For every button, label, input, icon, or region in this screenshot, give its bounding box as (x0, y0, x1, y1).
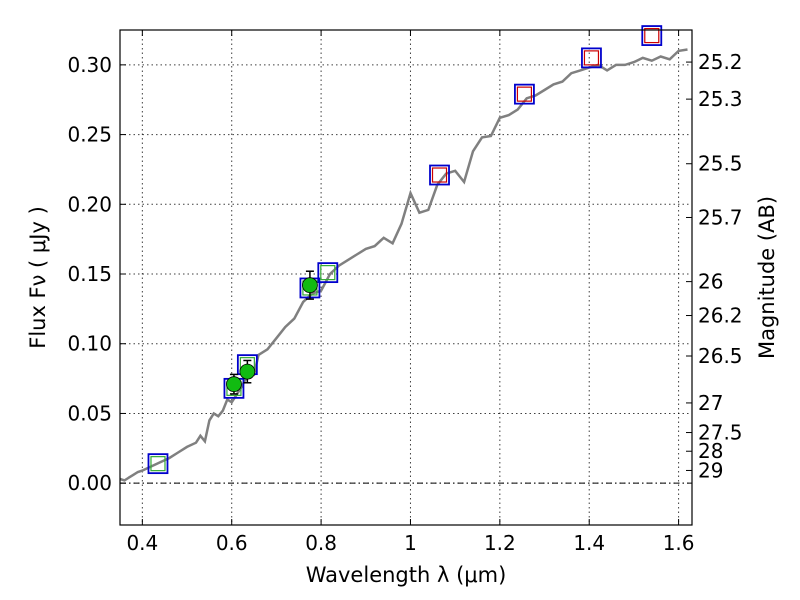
magnitude-tick-label: 28 (698, 439, 723, 463)
y-tick-label: 0.30 (67, 53, 112, 77)
observed-point (302, 277, 318, 294)
y-axis-label: Flux Fν ( μJy ) (26, 206, 50, 349)
observed-point (239, 363, 256, 380)
magnitude-tick-label: 25.3 (698, 87, 743, 111)
plot-frame (119, 29, 693, 526)
magnitude-tick-label: 25.2 (698, 50, 743, 74)
y-tick-label: 0.00 (67, 471, 112, 495)
model-photometry-square (429, 164, 450, 186)
magnitude-tick-label: 25.5 (698, 152, 743, 176)
model-inner-square (431, 167, 448, 183)
grid-lines (120, 30, 692, 525)
magnitude-tick-label: 29 (698, 458, 723, 482)
y-tick-label: 0.05 (67, 401, 112, 425)
y-tick-label: 0.20 (67, 192, 112, 216)
x-tick-label: 1.4 (573, 531, 605, 555)
model-photometry-square (641, 25, 663, 46)
x-axis-label: Wavelength λ (μm) (306, 563, 507, 587)
y-axis-ticks: 0.00 0.05 0.10 0.15 0.20 0.25 0.30 (67, 53, 126, 495)
x-tick-label: 0.4 (126, 531, 158, 555)
magnitude-axis-label: Magnitude (AB) (755, 196, 779, 359)
x-tick-label: 1.2 (484, 531, 516, 555)
model-photometry-square (514, 83, 535, 105)
magnitude-tick-label: 27 (698, 391, 723, 415)
x-tick-label: 1.6 (663, 531, 695, 555)
y-tick-label: 0.15 (67, 262, 112, 286)
model-photometry-square (581, 47, 602, 69)
model-photometry-points (147, 25, 663, 475)
magnitude-tick-label: 26.5 (698, 344, 743, 368)
magnitude-tick-label: 26.2 (698, 304, 743, 328)
magnitude-tick-label: 25.7 (698, 205, 743, 229)
x-tick-label: 0.8 (305, 531, 337, 555)
observed-point (226, 376, 242, 393)
model-photometry-square (147, 453, 169, 475)
model-inner-square (516, 86, 533, 102)
model-inner-square (644, 27, 660, 44)
magnitude-tick-label: 27.5 (698, 421, 743, 445)
model-spectrum-line (119, 48, 688, 482)
y-tick-label: 0.25 (67, 123, 112, 147)
model-inner-square (150, 456, 166, 472)
magnitude-tick-label: 26 (698, 270, 723, 294)
model-photometry-square (317, 262, 339, 284)
x-tick-label: 1 (404, 531, 417, 555)
x-axis-ticks: 0.4 0.6 0.8 1 1.2 1.4 1.6 (126, 30, 695, 555)
observed-photometry-points (226, 270, 318, 395)
y-tick-label: 0.10 (67, 332, 112, 356)
model-inner-square (583, 50, 600, 66)
model-inner-square (320, 265, 336, 281)
x-tick-label: 0.6 (216, 531, 248, 555)
